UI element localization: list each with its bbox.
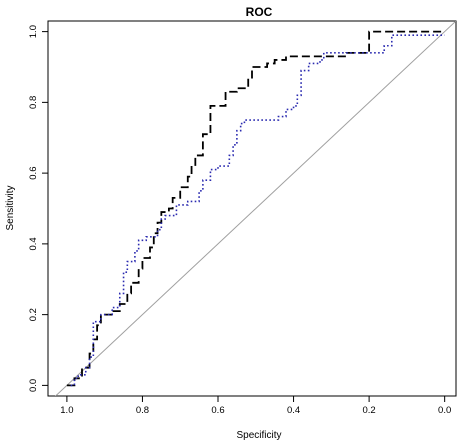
- reference-diagonal: [54, 21, 456, 396]
- x-axis-label: Specificity: [236, 430, 281, 441]
- x-tick-label: 0.6: [211, 405, 224, 416]
- y-axis: 0.0 0.2 0.4 0.6 0.8 1.0: [28, 25, 49, 392]
- chart-title: ROC: [246, 5, 273, 19]
- y-axis-label: Sensitivity: [5, 185, 16, 230]
- x-tick-label: 0.4: [287, 405, 300, 416]
- x-tick-label: 0.8: [136, 405, 149, 416]
- y-tick-label: 0.6: [28, 167, 39, 180]
- x-axis: 1.0 0.8 0.6 0.4 0.2 0.0: [60, 395, 451, 416]
- roc-series-2-dotted: [70, 34, 445, 387]
- y-tick-label: 0.0: [28, 379, 39, 392]
- x-tick-label: 0.0: [438, 405, 451, 416]
- x-tick-label: 1.0: [60, 405, 73, 416]
- y-tick-label: 0.4: [28, 237, 39, 250]
- x-tick-label: 0.2: [363, 405, 376, 416]
- y-tick-label: 0.8: [28, 96, 39, 109]
- y-tick-label: 0.2: [28, 308, 39, 321]
- roc-series-1-dashed: [66, 30, 445, 387]
- y-tick-label: 1.0: [28, 25, 39, 38]
- series-layer: [54, 21, 456, 396]
